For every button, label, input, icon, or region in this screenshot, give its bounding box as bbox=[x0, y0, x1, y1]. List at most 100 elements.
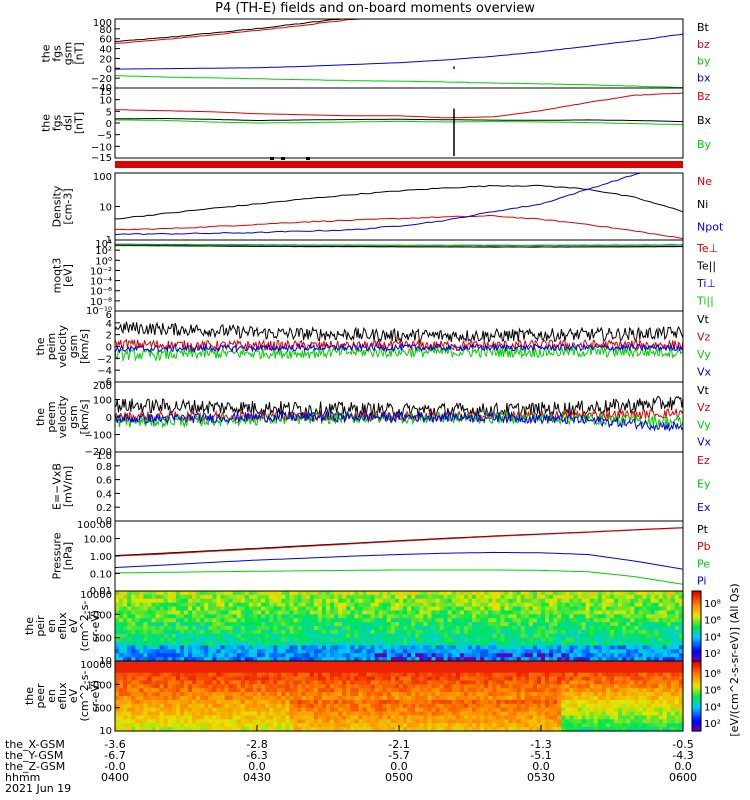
spectrogram-cell bbox=[549, 680, 554, 685]
spectrogram-cell bbox=[516, 661, 522, 666]
spectrogram-cell bbox=[459, 680, 465, 685]
spectrogram-cell bbox=[139, 719, 144, 724]
spectrogram-cell bbox=[565, 594, 570, 600]
spectrogram-cell bbox=[557, 629, 562, 635]
spectrogram-cell bbox=[545, 610, 550, 615]
spectrogram-cell bbox=[508, 610, 514, 615]
spectrogram-cell bbox=[285, 602, 291, 608]
spectrogram-cell bbox=[488, 719, 493, 724]
spectrogram-cell bbox=[561, 688, 566, 693]
spectrogram-cell bbox=[581, 641, 587, 647]
spectrogram-cell bbox=[200, 637, 205, 643]
spectrogram-cell bbox=[175, 664, 181, 670]
spectrogram-cell bbox=[289, 602, 295, 608]
legend-Ti||: Ti|| bbox=[696, 294, 714, 307]
spectrogram-cell bbox=[155, 723, 161, 728]
spectrogram-cell bbox=[354, 703, 360, 709]
spectrogram-cell bbox=[216, 680, 222, 685]
spectrogram-cell bbox=[232, 649, 238, 654]
spectrogram-cell bbox=[265, 626, 270, 631]
spectrogram-cell bbox=[435, 707, 441, 713]
spectrogram-cell bbox=[346, 657, 351, 662]
spectrogram-cell bbox=[293, 598, 299, 604]
spectrogram-cell bbox=[175, 657, 181, 662]
spectrogram-cell bbox=[252, 664, 258, 670]
spectrogram-cell bbox=[289, 629, 295, 635]
spectrogram-cell bbox=[293, 668, 299, 674]
spectrogram-cell bbox=[561, 598, 566, 604]
spectrogram-cell bbox=[358, 680, 364, 685]
spectrogram-cell bbox=[358, 645, 364, 650]
spectrogram-cell bbox=[342, 684, 347, 689]
spectrogram-cell bbox=[354, 633, 360, 639]
spectrogram-cell bbox=[321, 707, 327, 713]
spectrogram-cell bbox=[553, 649, 558, 654]
spectrogram-cell bbox=[143, 684, 149, 689]
spectrogram-cell bbox=[269, 657, 274, 662]
spectrogram-cell bbox=[524, 703, 530, 709]
spectrogram-cell bbox=[488, 594, 493, 600]
spectrogram-cell bbox=[139, 707, 144, 713]
spectrogram-cell bbox=[196, 626, 201, 631]
spectrogram-cell bbox=[390, 657, 396, 662]
spectrogram-cell bbox=[561, 594, 566, 600]
spectrogram-cell bbox=[467, 723, 473, 728]
spectrogram-cell bbox=[593, 594, 599, 600]
spectrogram-cell bbox=[646, 633, 652, 639]
spectrogram-cell bbox=[528, 657, 534, 662]
spectrogram-cell bbox=[427, 727, 433, 732]
spectrogram-cell bbox=[212, 626, 218, 631]
spectrogram-cell bbox=[553, 598, 558, 604]
spectrogram-cell bbox=[609, 653, 615, 658]
spectrogram-cell bbox=[520, 723, 526, 728]
spectrogram-cell bbox=[236, 688, 242, 693]
series-line-Pi bbox=[114, 551, 684, 570]
spectrogram-cell bbox=[593, 715, 599, 720]
spectrogram-cell bbox=[139, 649, 144, 654]
spectrogram-cell bbox=[646, 641, 652, 647]
spectrogram-cell bbox=[626, 606, 631, 612]
spectrogram-cell bbox=[325, 653, 331, 658]
spectrogram-cell bbox=[317, 610, 323, 615]
spectrogram-cell bbox=[301, 622, 307, 627]
spectrogram-cell bbox=[175, 594, 181, 600]
spectrogram-cell bbox=[480, 653, 485, 658]
spectrogram-cell bbox=[301, 614, 307, 619]
spectrogram-cell bbox=[549, 719, 554, 724]
spectrogram-cell bbox=[532, 591, 538, 596]
spectrogram-cell bbox=[447, 614, 453, 619]
spectrogram-cell bbox=[411, 598, 416, 604]
spectrogram-cell bbox=[399, 672, 404, 678]
spectrogram-cell bbox=[504, 645, 510, 650]
spectrogram-cell bbox=[403, 676, 408, 682]
spectrogram-cell bbox=[159, 719, 165, 724]
spectrogram-cell bbox=[528, 602, 534, 608]
spectrogram-cell bbox=[159, 672, 165, 678]
spectrogram-cell bbox=[589, 637, 595, 643]
spectrogram-cell bbox=[654, 622, 660, 627]
spectrogram-cell bbox=[455, 688, 461, 693]
colorbar-cell bbox=[692, 641, 701, 645]
spectrogram-cell bbox=[277, 723, 282, 728]
spectrogram-cell bbox=[342, 680, 347, 685]
spectrogram-cell bbox=[297, 633, 303, 639]
spectrogram-cell bbox=[139, 723, 144, 728]
spectrogram-cell bbox=[127, 594, 132, 600]
spectrogram-cell bbox=[601, 711, 607, 717]
spectrogram-cell bbox=[188, 692, 193, 697]
spectrogram-cell bbox=[581, 629, 587, 635]
spectrogram-cell bbox=[545, 649, 550, 654]
spectrogram-cell bbox=[325, 626, 331, 631]
spectrogram-cell bbox=[273, 692, 278, 697]
spectrogram-cell bbox=[524, 672, 530, 678]
spectrogram-cell bbox=[524, 680, 530, 685]
spectrogram-cell bbox=[431, 688, 437, 693]
spectrogram-cell bbox=[285, 606, 291, 612]
spectrogram-cell bbox=[346, 629, 351, 635]
spectrogram-cell bbox=[167, 610, 173, 615]
spectrogram-cell bbox=[297, 692, 303, 697]
spectrogram-cell bbox=[208, 633, 213, 639]
y-tick-label: 0 bbox=[106, 119, 112, 130]
spectrogram-cell bbox=[605, 598, 611, 604]
spectrogram-cell bbox=[338, 711, 343, 717]
